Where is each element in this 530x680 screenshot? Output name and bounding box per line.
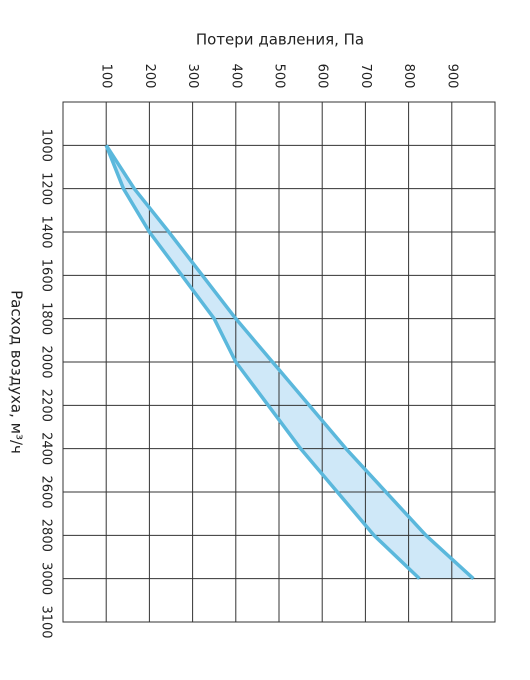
chart-title: Потери давления, Па xyxy=(196,31,364,49)
y-axis-title: Расход воздуха, м³/ч xyxy=(8,290,26,454)
y-tick-label: 3100 xyxy=(39,605,54,638)
y-tick-label: 3000 xyxy=(39,562,54,595)
x-tick-label: 200 xyxy=(142,64,157,89)
y-tick-label: 2600 xyxy=(39,475,54,508)
y-tick-label: 2000 xyxy=(39,345,54,378)
y-tick-label: 1000 xyxy=(39,129,54,162)
series-line xyxy=(104,144,421,580)
y-tick-label: 2800 xyxy=(39,519,54,552)
x-tick-label: 700 xyxy=(358,64,373,89)
y-tick-label: 1200 xyxy=(39,172,54,205)
x-tick-label: 600 xyxy=(315,64,330,89)
y-tick-label: 2400 xyxy=(39,432,54,465)
x-tick-label: 400 xyxy=(228,64,243,89)
x-tick-label: 100 xyxy=(99,64,114,89)
series-line xyxy=(104,144,475,580)
x-tick-label: 500 xyxy=(272,64,287,89)
y-tick-label: 1600 xyxy=(39,259,54,292)
x-tick-label: 800 xyxy=(401,64,416,89)
y-tick-label: 1800 xyxy=(39,302,54,335)
x-tick-label: 900 xyxy=(444,64,459,89)
y-tick-label: 2200 xyxy=(39,389,54,422)
x-tick-label: 300 xyxy=(185,64,200,89)
y-tick-label: 1400 xyxy=(39,215,54,248)
